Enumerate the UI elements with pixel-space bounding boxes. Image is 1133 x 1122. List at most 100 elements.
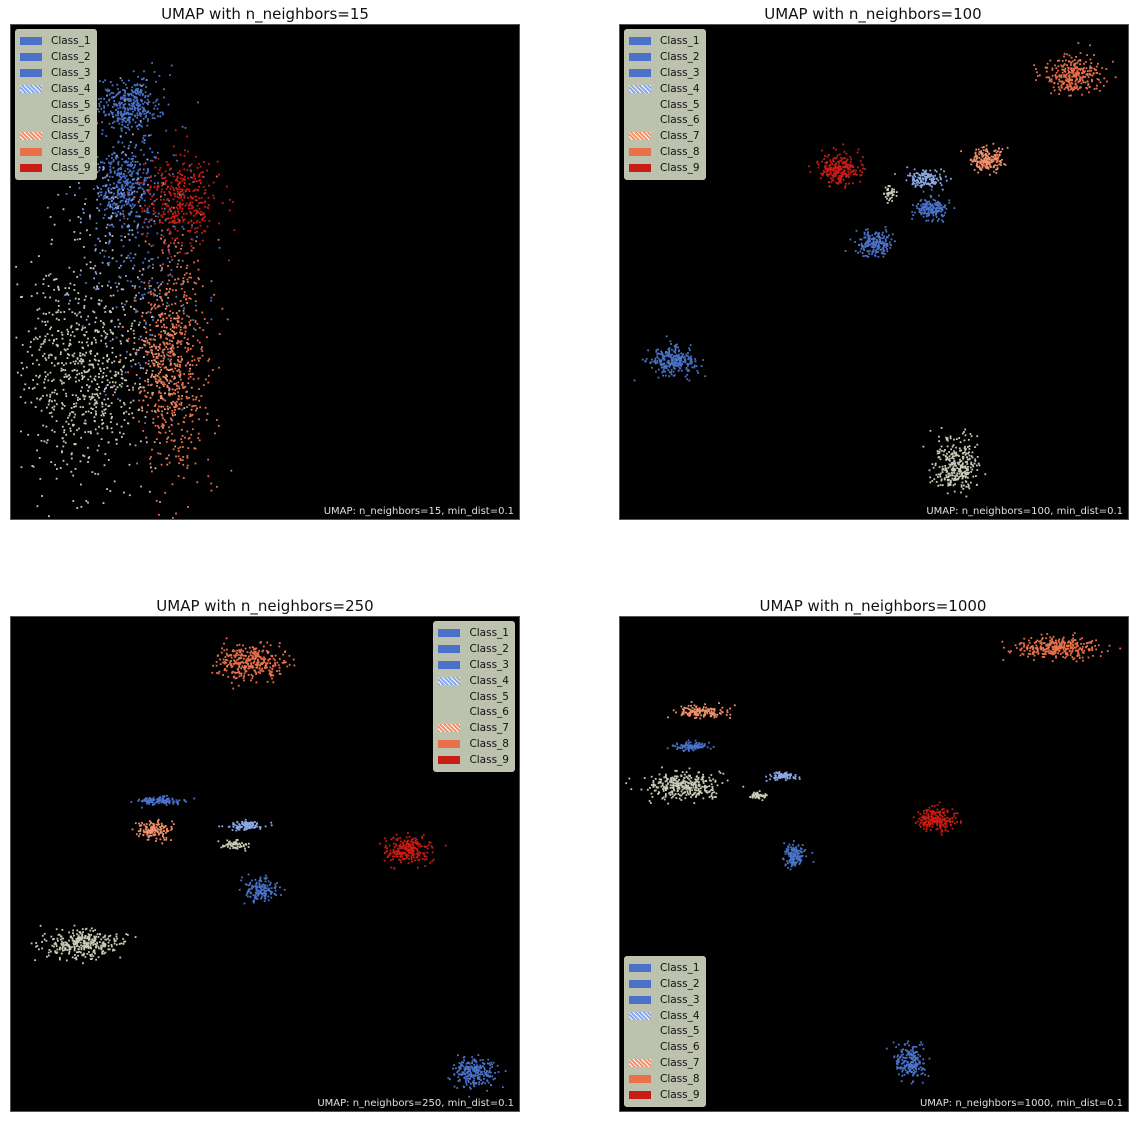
scatter-point: [122, 151, 124, 153]
scatter-point: [1099, 81, 1102, 84]
scatter-point: [657, 376, 660, 379]
scatter-point: [33, 386, 36, 389]
scatter-point: [1087, 83, 1090, 85]
scatter-point: [1066, 53, 1068, 56]
scatter-point: [1063, 74, 1065, 76]
scatter-point: [937, 205, 939, 207]
scatter-point: [1069, 88, 1072, 91]
scatter-point: [140, 99, 143, 101]
scatter-point: [146, 232, 149, 235]
scatter-point: [1000, 164, 1002, 166]
scatter-point: [951, 469, 954, 472]
scatter-point: [982, 159, 985, 162]
scatter-point: [961, 462, 964, 465]
scatter-point: [118, 275, 120, 278]
scatter-point: [103, 398, 106, 401]
scatter-point: [84, 395, 87, 398]
scatter-point: [974, 160, 977, 162]
scatter-point: [1069, 85, 1071, 88]
scatter-point: [107, 204, 109, 207]
scatter-point: [155, 325, 158, 327]
scatter-point: [135, 125, 138, 128]
scatter-point: [174, 333, 176, 336]
scatter-point: [162, 251, 164, 254]
scatter-point: [1079, 76, 1081, 79]
scatter-point: [668, 375, 671, 378]
scatter-point: [882, 248, 885, 251]
scatter-point: [172, 326, 174, 329]
scatter-point: [80, 362, 83, 365]
cluster-class-1: [633, 335, 707, 382]
scatter-point: [154, 166, 157, 169]
scatter-point: [148, 260, 150, 262]
scatter-point: [68, 414, 71, 417]
scatter-point: [114, 152, 116, 155]
scatter-point: [56, 445, 58, 448]
scatter-point: [846, 158, 849, 161]
scatter-point: [142, 172, 145, 174]
scatter-point: [965, 467, 968, 470]
scatter-point: [961, 477, 964, 480]
scatter-point: [116, 156, 119, 159]
scatter-point: [1038, 74, 1041, 77]
scatter-point: [49, 216, 52, 218]
scatter-point: [185, 395, 188, 398]
scatter-point: [945, 179, 948, 182]
scatter-point: [862, 156, 864, 158]
scatter-point: [684, 375, 687, 378]
scatter-point: [123, 419, 126, 421]
scatter-point: [213, 293, 215, 296]
scatter-point: [1068, 60, 1071, 63]
scatter-point: [817, 163, 820, 166]
scatter-point: [944, 211, 947, 214]
scatter-point: [20, 374, 23, 377]
scatter-point: [97, 237, 100, 240]
scatter-point: [921, 173, 924, 176]
scatter-point: [127, 233, 130, 236]
scatter-point: [162, 398, 165, 401]
scatter-point: [61, 451, 63, 454]
scatter-point: [89, 363, 92, 366]
scatter-point: [828, 173, 831, 176]
scatter-point: [151, 117, 154, 119]
scatter-point: [964, 460, 967, 463]
scatter-point: [132, 416, 135, 419]
scatter-point: [197, 357, 199, 360]
scatter-point: [869, 240, 872, 243]
scatter-point: [907, 174, 909, 177]
scatter-point: [44, 378, 46, 381]
scatter-point: [99, 101, 102, 103]
scatter-point: [142, 77, 145, 80]
scatter-point: [152, 113, 155, 115]
scatter-point: [120, 373, 123, 376]
scatter-point: [1089, 74, 1092, 76]
scatter-point: [171, 350, 174, 353]
scatter-point: [975, 155, 978, 158]
scatter-point: [960, 466, 962, 469]
scatter-point: [995, 172, 998, 174]
scatter-point: [113, 103, 115, 105]
scatter-point: [128, 104, 131, 107]
scatter-point: [177, 241, 180, 244]
scatter-point: [126, 218, 129, 220]
scatter-point: [923, 172, 926, 175]
scatter-point: [872, 246, 874, 249]
scatter-point: [89, 215, 91, 218]
scatter-point: [29, 346, 32, 348]
scatter-point: [131, 90, 134, 93]
scatter-point: [74, 297, 77, 300]
scatter-point: [178, 212, 180, 215]
scatter-point: [182, 203, 184, 206]
scatter-point: [160, 321, 162, 323]
scatter-point: [120, 334, 123, 336]
scatter-point: [140, 440, 142, 443]
scatter-point: [122, 180, 125, 183]
scatter-point: [78, 427, 80, 430]
scatter-point: [874, 241, 877, 243]
scatter-point: [1079, 69, 1082, 71]
scatter-point: [57, 285, 59, 288]
scatter-point: [114, 381, 117, 384]
legend-swatch: [20, 148, 42, 157]
scatter-point: [131, 285, 134, 287]
scatter-point: [151, 258, 154, 260]
